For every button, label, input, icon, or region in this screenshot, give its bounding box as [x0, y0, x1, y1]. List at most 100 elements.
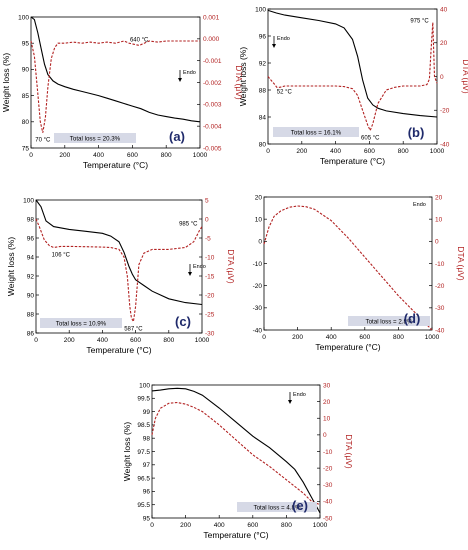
y-left-tick-label: 98	[27, 216, 35, 223]
y-right-tick-label: -15	[205, 273, 215, 280]
y-left-tick-label: 92	[27, 273, 35, 280]
y-left-tick-label: 100	[23, 197, 34, 204]
y-left-axis-label: Weight loss (%)	[122, 422, 132, 482]
weight-loss-curve	[35, 199, 203, 306]
peak-annotation: 975 °C	[410, 19, 429, 25]
y-left-tick-label: 10	[255, 216, 263, 223]
total-loss-box	[348, 316, 430, 326]
y-left-tick-label: 90	[22, 67, 30, 74]
x-tick-label: 400	[97, 337, 108, 344]
total-loss-box	[273, 127, 359, 137]
y-right-tick-label: 5	[205, 197, 209, 204]
total-loss-box	[54, 133, 136, 143]
y-right-axis-label: DTA (μV)	[461, 59, 468, 94]
x-tick-label: 200	[64, 337, 75, 344]
y-right-tick-label: 20	[435, 194, 443, 201]
y-right-axis-label: DTA (μV)	[234, 65, 244, 100]
endo-label: Endo	[277, 36, 290, 42]
peak-annotation: 52 °C	[277, 89, 293, 95]
endo-label: Endo	[193, 264, 206, 270]
y-right-tick-label: -20	[323, 465, 333, 472]
y-left-tick-label: 80	[259, 141, 267, 148]
x-tick-label: 0	[266, 148, 270, 155]
endo-arrowhead-icon	[178, 78, 182, 82]
y-left-tick-label: 80	[22, 119, 30, 126]
peak-annotation: 985 °C	[179, 221, 198, 227]
x-axis-label: Temperature (°C)	[320, 156, 385, 166]
y-right-tick-label: -25	[205, 311, 215, 318]
y-right-tick-label: 0	[205, 216, 209, 223]
x-tick-label: 800	[398, 148, 409, 155]
y-left-tick-label: -10	[253, 261, 263, 268]
peak-annotation: 587 °C	[124, 327, 143, 333]
weight-loss-curve	[30, 16, 201, 123]
y-left-tick-label: -30	[253, 305, 263, 312]
y-right-tick-label: 10	[435, 216, 443, 223]
y-right-tick-label: -0.003	[203, 102, 222, 109]
y-left-tick-label: 98.5	[137, 422, 150, 429]
y-right-tick-label: 30	[323, 382, 331, 389]
y-right-tick-label: -10	[323, 449, 333, 456]
x-tick-label: 600	[130, 337, 141, 344]
x-tick-label: 1000	[430, 148, 445, 155]
y-right-tick-label: -0.004	[203, 123, 222, 130]
y-right-tick-label: -0.002	[203, 80, 222, 87]
x-tick-label: 400	[93, 152, 104, 159]
x-tick-label: 400	[330, 148, 341, 155]
y-right-tick-label: -40	[440, 141, 450, 148]
dta-curve	[267, 22, 438, 132]
x-tick-label: 800	[163, 337, 174, 344]
x-tick-label: 200	[180, 522, 191, 529]
y-left-tick-label: 95	[143, 515, 151, 522]
x-axis-label: Temperature (°C)	[83, 160, 148, 170]
panel-label: (c)	[175, 314, 191, 329]
y-right-axis-label: DTA (μV)	[456, 246, 466, 281]
x-tick-label: 400	[214, 522, 225, 529]
y-right-tick-label: -0.001	[203, 58, 222, 65]
y-right-tick-label: -30	[323, 482, 333, 489]
y-left-tick-label: 96	[27, 235, 35, 242]
plot-frame	[35, 199, 203, 334]
y-right-tick-label: -30	[205, 330, 215, 337]
peak-annotation: 70 °C	[35, 138, 51, 144]
y-left-tick-label: -40	[253, 327, 263, 334]
y-left-tick-label: 94	[27, 254, 35, 261]
x-tick-label: 0	[29, 152, 33, 159]
peak-annotation: 106 °C	[52, 253, 71, 259]
y-right-tick-label: 0.001	[203, 14, 220, 21]
weight-loss-curve	[267, 9, 438, 118]
y-left-tick-label: 97	[143, 462, 151, 469]
x-axis-label: Temperature (°C)	[203, 530, 268, 540]
total-loss-label: Total loss = 20.3%	[70, 136, 121, 143]
total-loss-label: Total loss = 16.1%	[291, 130, 342, 137]
y-left-tick-label: 99.5	[137, 396, 150, 403]
dta-curve	[151, 401, 321, 506]
plot-frame	[267, 8, 438, 145]
y-right-tick-label: 20	[440, 40, 448, 47]
x-tick-label: 800	[281, 522, 292, 529]
total-loss-box	[40, 318, 122, 328]
y-left-tick-label: 75	[22, 145, 30, 152]
y-left-axis-label: Weight loss (%)	[238, 47, 248, 107]
y-right-tick-label: 0	[440, 74, 444, 81]
y-left-tick-label: 88	[27, 311, 35, 318]
panel-label: (d)	[404, 311, 421, 326]
x-tick-label: 600	[127, 152, 138, 159]
x-tick-label: 200	[292, 334, 303, 341]
peak-annotation: 605 °C	[361, 136, 380, 142]
total-loss-label: Total loss = 4.8%	[254, 505, 301, 512]
x-tick-label: 200	[59, 152, 70, 159]
y-right-tick-label: 0	[323, 432, 327, 439]
x-tick-label: 800	[161, 152, 172, 159]
endo-arrowhead-icon	[272, 44, 276, 48]
y-left-tick-label: 95.5	[137, 502, 150, 509]
total-loss-label: Total loss = 2.8%	[366, 319, 413, 326]
dta-curve	[35, 218, 203, 324]
panel-a: 0 200 400 600 800 1000 Temperature (°C) 75 80 85 9…	[1, 14, 244, 170]
x-tick-label: 600	[359, 334, 370, 341]
